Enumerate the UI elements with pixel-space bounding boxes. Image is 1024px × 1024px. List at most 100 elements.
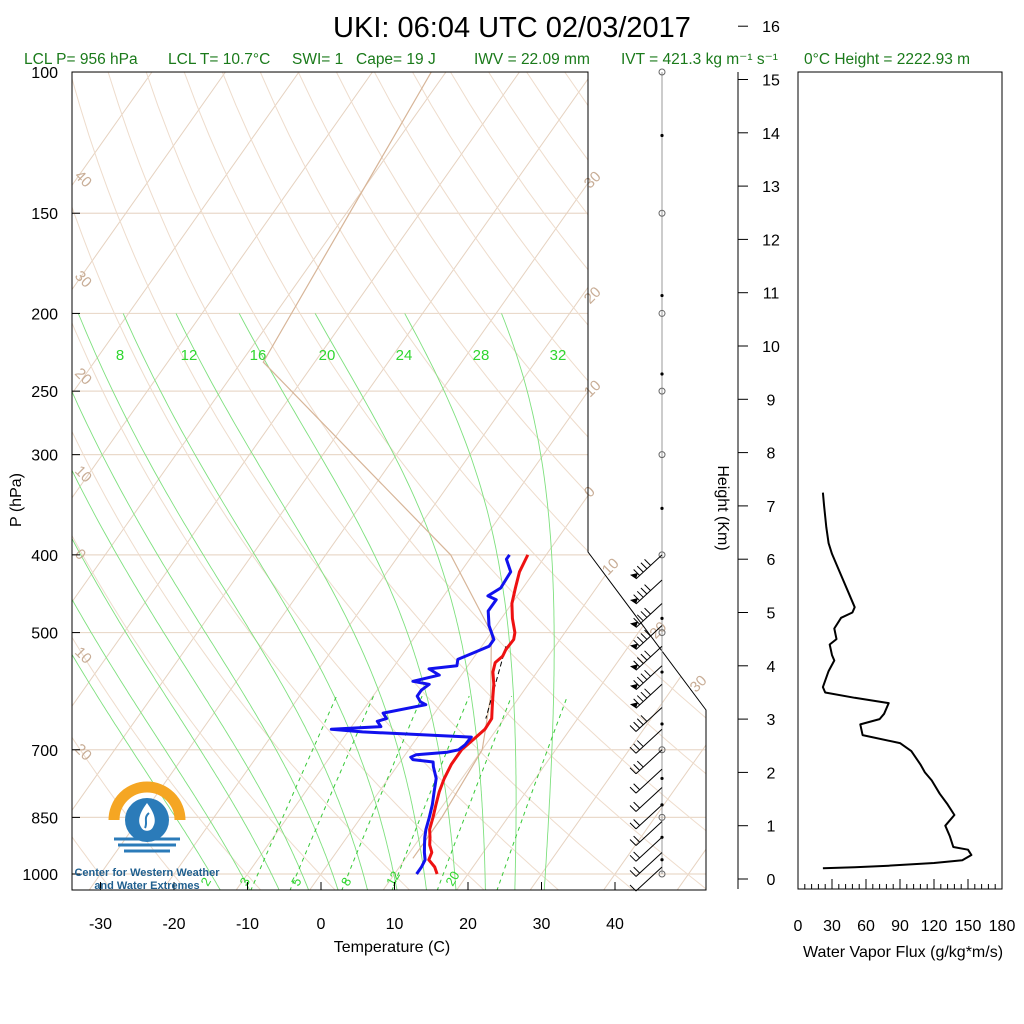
wind-barb-feather: [633, 569, 640, 576]
wind-barb-staff: [635, 821, 663, 846]
moist-adiabat-line: [404, 313, 517, 890]
skewt-profiles: [262, 72, 530, 875]
moist-adiabat-label: 32: [550, 347, 567, 364]
logo-sun-arc: [108, 781, 186, 821]
height-tick-label: 8: [767, 446, 776, 463]
level-dot: [660, 670, 664, 674]
y-tick-label: 500: [31, 626, 58, 643]
height-marker-ring: [658, 309, 666, 317]
y-tick-label: 250: [31, 384, 58, 401]
ivt-stat: IVT = 421.3 kg m⁻¹ s⁻¹: [621, 51, 778, 68]
isotherm-line: [824, 72, 1024, 891]
dry-adiabat-line: [72, 72, 561, 890]
wind-barb-feather: [633, 851, 640, 859]
wind-barb-pennant: [630, 572, 638, 579]
isotherm-line: [382, 72, 706, 890]
subtitle-stats: LCL P= 956 hPa LCL T= 10.7°C SWI= 1 Cape…: [24, 51, 970, 68]
wind-barb-feather: [644, 559, 651, 566]
height-axis-title: Height (Km): [714, 465, 731, 550]
wind-barb-feather: [633, 680, 640, 687]
height-tick-label: 4: [767, 659, 776, 676]
x-tick-label: -30: [89, 916, 112, 933]
wind-barb-feather: [629, 725, 637, 732]
wind-barb-feather: [636, 565, 644, 573]
wind-barb-feather: [633, 660, 640, 668]
wind-barb-feather: [633, 617, 640, 625]
mixing-ratio-line: [436, 695, 513, 890]
dry-adiabat-line: [107, 72, 706, 890]
wind-barb-pennant: [630, 664, 638, 671]
temperature-edge-label: 30: [687, 672, 711, 696]
moist-adiabat-label: 8: [116, 347, 124, 364]
dry-adiabat-line: [297, 72, 706, 890]
isotherm-line: [72, 72, 300, 890]
y-tick-label: 400: [31, 548, 58, 565]
height-tick-label: 0: [767, 872, 776, 889]
moist-adiabat-label: 20: [319, 347, 336, 364]
wind-barb-feather: [636, 657, 644, 664]
water-vapor-flux-line: [821, 492, 973, 870]
wind-barb-staff: [635, 749, 663, 775]
dry-adiabat-line: [488, 72, 706, 890]
moist-adiabat-line: [314, 313, 486, 890]
height-marker-ring: [658, 629, 666, 637]
height-tick-label: 10: [762, 339, 780, 356]
temperature-edge-label: 20: [581, 284, 605, 308]
temperature-edge-label: 30: [71, 268, 95, 292]
wind-barb-staff: [635, 787, 663, 812]
x-tick-label: -20: [162, 916, 185, 933]
wind-barb-staff: [635, 625, 663, 650]
wind-barb-staff: [635, 768, 663, 794]
logo-text-line2: and Water Extremes: [94, 880, 199, 892]
moist-adiabat-line: [72, 313, 339, 890]
height-tick-label: 15: [762, 73, 780, 90]
wind-barb-feather: [629, 767, 637, 775]
skewt-y-axis-title: P (hPa): [8, 473, 25, 527]
isotherm-line: [72, 72, 373, 890]
height-tick-label: 9: [767, 392, 776, 409]
height-tick-label: 11: [763, 286, 780, 303]
wind-barb-feather: [636, 676, 644, 684]
dry-adiabat-line: [72, 72, 486, 890]
wind-barb-feather: [644, 669, 651, 677]
wind-barb-feather: [640, 691, 648, 699]
wind-barb-staff: [635, 603, 663, 628]
flux-x-tick-label: 0: [794, 918, 803, 935]
mixing-ratio-label: 8: [338, 875, 355, 889]
wind-barb-feather: [640, 562, 648, 570]
wind-barb-feather: [629, 884, 637, 892]
height-marker-ring: [658, 813, 666, 821]
dry-adiabat-line: [145, 72, 706, 890]
temperature-profile-line: [427, 554, 530, 875]
temperature-edge-label: 10: [71, 644, 95, 668]
moist-adiabat-line: [122, 313, 398, 890]
dry-adiabat-line: [72, 72, 635, 890]
mixing-ratio-label: 5: [288, 875, 305, 889]
level-dot: [660, 616, 664, 620]
temperature-edge-label: 20: [71, 365, 95, 389]
height-tick-label: 13: [762, 179, 780, 196]
level-dot: [660, 722, 664, 726]
y-tick-label: 700: [31, 743, 58, 760]
wind-barb-feather: [636, 614, 644, 622]
temperature-edge-label: 10: [71, 462, 95, 486]
wind-barb-feather: [633, 594, 640, 602]
height-tick-label: 14: [762, 126, 780, 143]
wind-barb-feather: [640, 611, 648, 618]
height-marker-ring: [658, 209, 666, 217]
isotherm-line: [529, 72, 706, 890]
wind-barb-feather: [636, 740, 644, 747]
mixing-ratio-line: [250, 695, 338, 890]
dry-adiabat-line: [602, 72, 706, 890]
dry-adiabat-line: [221, 72, 706, 890]
wind-barb-feather: [640, 587, 648, 595]
dry-adiabat-line: [72, 72, 262, 890]
x-tick-label: 10: [386, 916, 404, 933]
wind-barb-pennant: [630, 621, 638, 628]
parcel-dashed-segment: [485, 646, 507, 719]
swi-stat: SWI= 1: [292, 51, 343, 68]
wind-barb-staff: [635, 804, 663, 830]
wind-barb-feather: [644, 650, 651, 658]
